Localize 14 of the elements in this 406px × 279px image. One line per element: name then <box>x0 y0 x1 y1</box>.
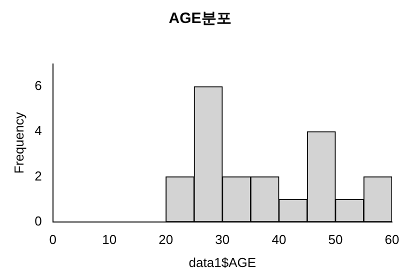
x-tick-label: 10 <box>102 232 117 248</box>
x-tick-label: 0 <box>49 232 56 248</box>
x-axis-title: data1$AGE <box>188 254 256 270</box>
chart-title: AGE분포 <box>168 10 232 28</box>
y-axis-title: Frequency <box>11 112 26 174</box>
y-tick-label: 4 <box>34 123 42 138</box>
x-tick-label: 40 <box>272 232 286 248</box>
y-tick-label: 6 <box>34 78 42 94</box>
y-tick-label: 2 <box>34 168 42 184</box>
x-tick-label: 60 <box>384 232 400 248</box>
x-tick-label: 20 <box>158 232 174 248</box>
x-tick-label: 30 <box>215 232 230 248</box>
x-tick-label: 50 <box>328 232 343 248</box>
y-tick-label: 0 <box>34 213 42 228</box>
